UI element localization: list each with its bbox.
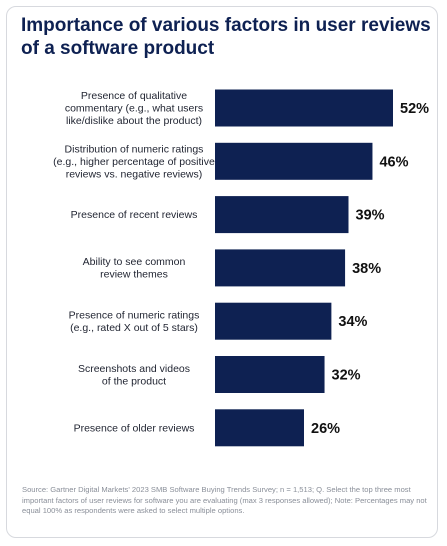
value-label-6: 32% [332,368,361,384]
chart-title: Importance of various factors in user re… [21,15,431,59]
category-label-5: Presence of numeric ratings (e.g., rated … [69,309,200,334]
bar-7 [215,409,304,447]
source-note: Source: Gartner Digital Markets' 2023 SM… [22,485,427,515]
value-label-5: 34% [338,314,367,330]
bar-5 [215,302,332,340]
bar-4 [215,249,346,287]
category-label-2: Distribution of numeric ratings (e.g., hi… [53,143,215,180]
category-label-7: Presence of older reviews [74,422,195,434]
value-label-1: 52% [400,101,429,117]
category-label-6: Screenshots and videos of the product [78,363,190,388]
bar-6 [215,356,325,393]
category-label-1: Presence of qualitative commentary (e.g.,… [65,90,203,127]
bar-2 [215,142,373,180]
value-label-3: 39% [356,208,385,224]
category-label-3: Presence of recent reviews [71,209,198,221]
value-label-2: 46% [379,154,408,170]
category-label-4: Ability to see common review themes [83,256,186,281]
value-label-7: 26% [311,421,340,437]
bar-3 [215,196,349,234]
bar-1 [215,89,393,127]
bar-chart: 52% Presence of qualitative commentary (e.… [53,89,429,447]
value-label-4: 38% [352,261,381,277]
